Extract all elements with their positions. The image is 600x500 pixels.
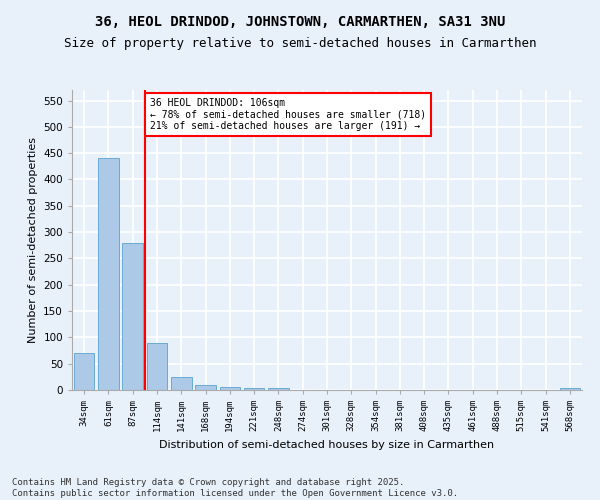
Bar xyxy=(171,377,191,390)
Bar xyxy=(195,384,216,390)
Bar xyxy=(98,158,119,390)
Bar xyxy=(268,388,289,390)
X-axis label: Distribution of semi-detached houses by size in Carmarthen: Distribution of semi-detached houses by … xyxy=(160,440,494,450)
Bar xyxy=(74,353,94,390)
Y-axis label: Number of semi-detached properties: Number of semi-detached properties xyxy=(28,137,38,343)
Text: 36, HEOL DRINDOD, JOHNSTOWN, CARMARTHEN, SA31 3NU: 36, HEOL DRINDOD, JOHNSTOWN, CARMARTHEN,… xyxy=(95,15,505,29)
Bar xyxy=(244,388,265,390)
Text: 36 HEOL DRINDOD: 106sqm
← 78% of semi-detached houses are smaller (718)
21% of s: 36 HEOL DRINDOD: 106sqm ← 78% of semi-de… xyxy=(150,98,426,131)
Bar xyxy=(146,342,167,390)
Text: Size of property relative to semi-detached houses in Carmarthen: Size of property relative to semi-detach… xyxy=(64,38,536,51)
Bar xyxy=(220,388,240,390)
Text: Contains HM Land Registry data © Crown copyright and database right 2025.
Contai: Contains HM Land Registry data © Crown c… xyxy=(12,478,458,498)
Bar xyxy=(122,242,143,390)
Bar xyxy=(560,388,580,390)
